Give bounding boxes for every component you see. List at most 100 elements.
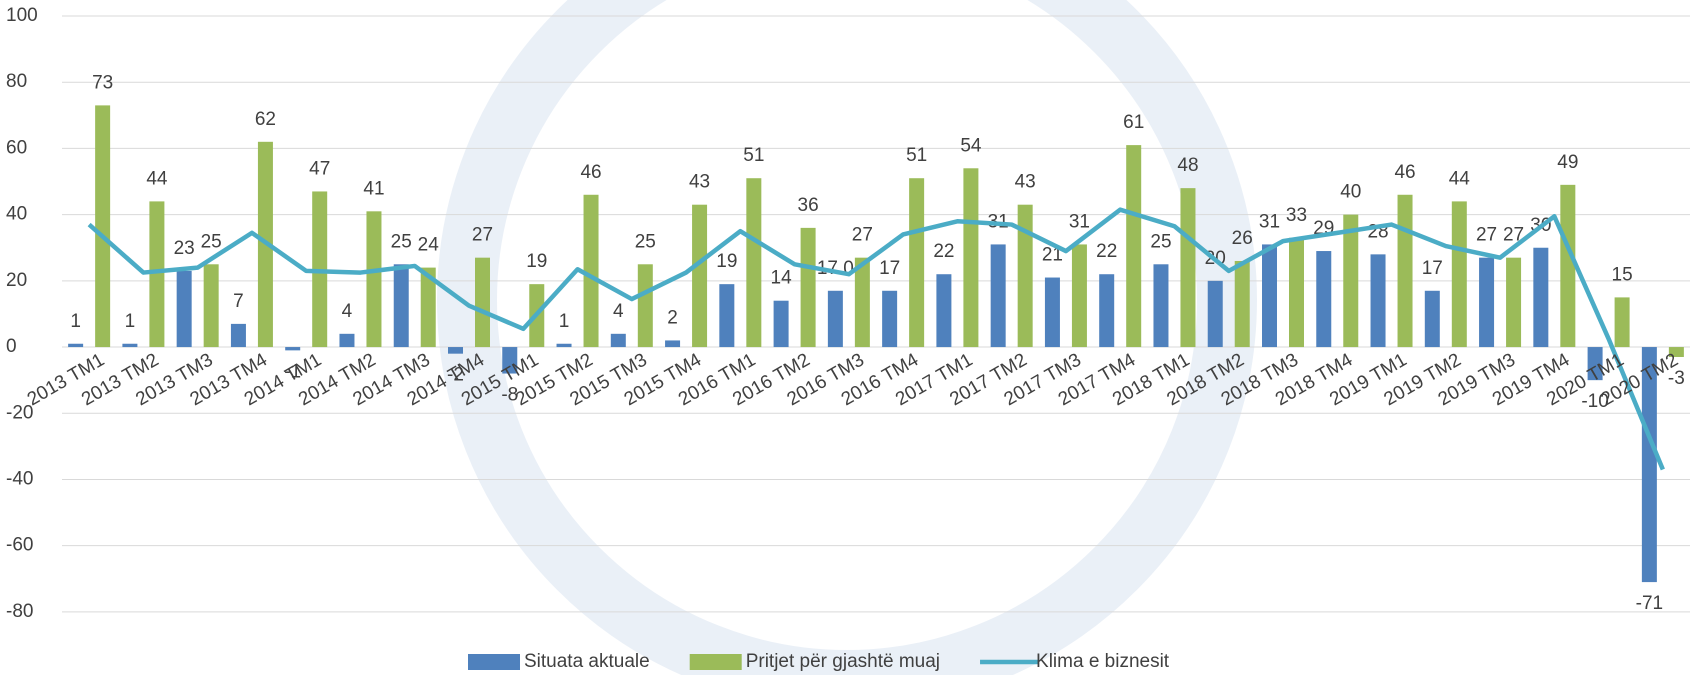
bar [1560, 184, 1576, 348]
data-label: 25 [1150, 231, 1171, 252]
data-label: 73 [92, 72, 113, 93]
bar [285, 347, 301, 351]
bar [665, 340, 681, 348]
data-label: 27 [1476, 225, 1497, 246]
bar [1017, 204, 1033, 348]
data-label: 44 [146, 168, 168, 189]
data-label: 24 [418, 235, 440, 256]
data-label: 17 [1422, 258, 1443, 279]
bar [230, 323, 246, 348]
data-label: 7 [233, 291, 244, 312]
bar [1071, 244, 1087, 348]
data-label: -8 [501, 385, 518, 406]
bar [1316, 251, 1332, 348]
data-label: 1 [559, 311, 570, 332]
data-label: 62 [255, 109, 276, 130]
data-label: 26 [1232, 228, 1253, 249]
bar [1289, 237, 1304, 348]
y-tick-label: 20 [6, 270, 27, 291]
bar [1153, 264, 1169, 348]
data-label: 43 [1015, 172, 1036, 193]
bar [1099, 274, 1115, 348]
legend-label: Klima e biznesit [1036, 651, 1170, 672]
legend-label: Situata aktuale [524, 651, 650, 672]
data-label: 25 [635, 231, 656, 252]
data-label: 1 [125, 311, 136, 332]
bar [1587, 347, 1603, 381]
data-label: 19 [526, 251, 547, 272]
bar [475, 257, 490, 348]
data-label: 33 [1286, 205, 1307, 226]
data-label: 41 [363, 178, 384, 199]
bar [1614, 297, 1630, 348]
data-label: 48 [1177, 155, 1198, 176]
bar [827, 290, 843, 348]
bar [556, 343, 572, 348]
bar [1397, 194, 1413, 348]
bar [1207, 280, 1223, 348]
data-label: 22 [1096, 241, 1117, 262]
data-label: 21 [1042, 245, 1063, 266]
legend-swatch [689, 654, 742, 670]
y-tick-label: 80 [6, 71, 27, 92]
bar [448, 347, 463, 354]
data-label: 46 [580, 162, 601, 183]
data-label: 47 [309, 158, 330, 179]
bar [882, 290, 898, 348]
data-label: 25 [391, 231, 412, 252]
bar [936, 274, 952, 348]
bar [1533, 247, 1549, 348]
data-label: 23 [174, 238, 195, 259]
y-tick-label: -40 [6, 468, 33, 489]
data-label: 2 [667, 307, 678, 328]
data-label: 4 [613, 301, 624, 322]
data-label: 51 [906, 145, 927, 166]
data-label: 27 [852, 225, 873, 246]
bar [68, 343, 84, 348]
bar [1641, 347, 1657, 583]
y-tick-label: 40 [6, 204, 27, 225]
bar [1262, 244, 1277, 348]
bar [366, 211, 382, 348]
y-tick-label: 60 [6, 137, 27, 158]
legend-label: Pritjet për gjashtë muaj [746, 651, 940, 672]
bar [176, 270, 192, 348]
y-tick-label: 0 [6, 336, 17, 357]
y-tick-label: -60 [6, 535, 33, 556]
data-label: -10 [1581, 391, 1608, 412]
data-label: 1 [70, 311, 81, 332]
data-label: 15 [1612, 264, 1633, 285]
bar [1044, 277, 1060, 348]
data-label: -71 [1636, 593, 1663, 614]
bar [692, 204, 708, 348]
bar [637, 264, 653, 348]
background-logo [437, 0, 1257, 675]
bar [746, 178, 762, 348]
data-label: 40 [1340, 182, 1361, 203]
bar [420, 267, 436, 348]
bar [149, 201, 165, 348]
data-label: 27 [1503, 225, 1524, 246]
bar [1506, 257, 1522, 348]
bar [719, 284, 735, 348]
bar [1180, 188, 1196, 348]
bar [122, 343, 138, 348]
bar [854, 257, 870, 348]
bar [393, 264, 409, 348]
data-label: 25 [201, 231, 222, 252]
y-tick-label: -20 [6, 402, 33, 423]
data-label: 31 [1069, 211, 1090, 232]
line [87, 207, 1665, 471]
data-label: 51 [743, 145, 764, 166]
legend-swatch [468, 654, 520, 670]
data-label: 4 [342, 301, 353, 322]
bar [800, 227, 816, 348]
data-label: 49 [1557, 152, 1578, 173]
data-label: 36 [798, 195, 819, 216]
bar [502, 347, 518, 374]
bar [909, 178, 925, 348]
data-label: 27 [472, 225, 493, 246]
data-label: 31 [1259, 211, 1280, 232]
